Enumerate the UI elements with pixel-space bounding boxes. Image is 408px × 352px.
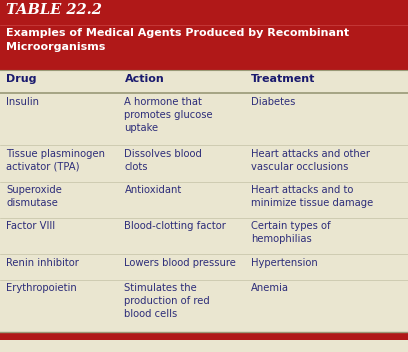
Text: Blood-clotting factor: Blood-clotting factor (124, 221, 226, 231)
Text: Superoxide
dismutase: Superoxide dismutase (6, 185, 62, 208)
Text: TABLE 22.2: TABLE 22.2 (6, 3, 102, 17)
FancyBboxPatch shape (0, 182, 408, 218)
Text: Hypertension: Hypertension (251, 258, 318, 268)
Text: Stimulates the
production of red
blood cells: Stimulates the production of red blood c… (124, 283, 210, 319)
Text: Diabetes: Diabetes (251, 97, 295, 107)
Text: Erythropoietin: Erythropoietin (6, 283, 77, 293)
FancyBboxPatch shape (0, 70, 408, 93)
Text: Antioxidant: Antioxidant (124, 185, 182, 195)
Text: Drug: Drug (6, 74, 37, 84)
Text: Lowers blood pressure: Lowers blood pressure (124, 258, 236, 268)
Text: A hormone that
promotes glucose
uptake: A hormone that promotes glucose uptake (124, 97, 213, 133)
Text: Heart attacks and other
vascular occlusions: Heart attacks and other vascular occlusi… (251, 149, 370, 172)
FancyBboxPatch shape (0, 332, 408, 340)
FancyBboxPatch shape (0, 145, 408, 182)
Text: Examples of Medical Agents Produced by Recombinant
Microorganisms: Examples of Medical Agents Produced by R… (6, 28, 349, 52)
FancyBboxPatch shape (0, 0, 408, 70)
Text: Anemia: Anemia (251, 283, 289, 293)
FancyBboxPatch shape (0, 254, 408, 280)
Text: Heart attacks and to
minimize tissue damage: Heart attacks and to minimize tissue dam… (251, 185, 373, 208)
Text: Renin inhibitor: Renin inhibitor (6, 258, 79, 268)
Text: Tissue plasminogen
activator (TPA): Tissue plasminogen activator (TPA) (6, 149, 105, 172)
Text: Certain types of
hemophilias: Certain types of hemophilias (251, 221, 330, 244)
Text: Action: Action (124, 74, 164, 84)
Text: Treatment: Treatment (251, 74, 315, 84)
FancyBboxPatch shape (0, 93, 408, 145)
FancyBboxPatch shape (0, 218, 408, 254)
Text: Factor VIII: Factor VIII (6, 221, 55, 231)
FancyBboxPatch shape (0, 280, 408, 332)
Text: Insulin: Insulin (6, 97, 39, 107)
Text: Dissolves blood
clots: Dissolves blood clots (124, 149, 202, 172)
